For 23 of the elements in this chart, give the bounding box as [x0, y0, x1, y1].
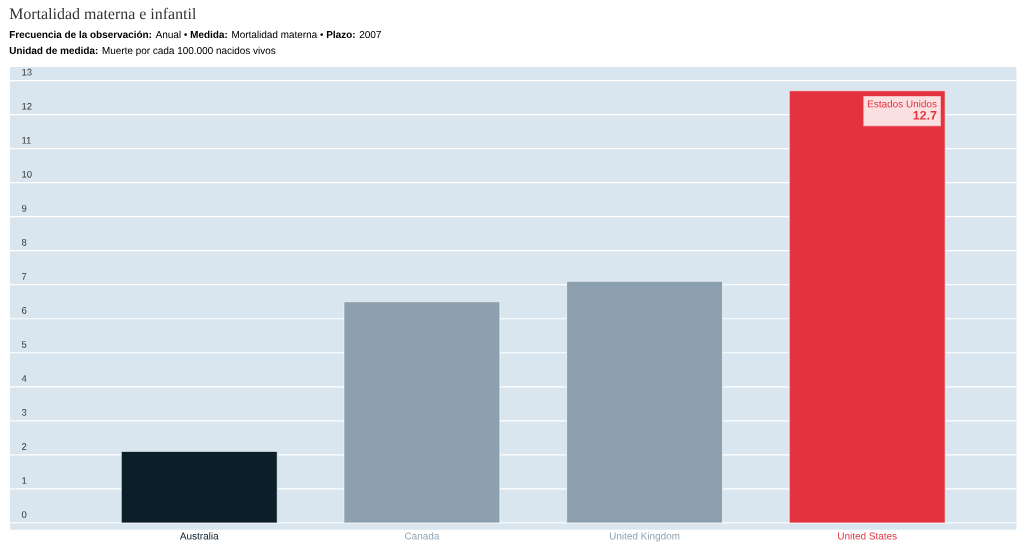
y-tick-label: 6 [22, 307, 27, 314]
y-tick-label: 0 [21, 511, 27, 518]
x-tick-label: United Kingdom [609, 532, 680, 542]
y-tick-label: 2 [21, 443, 27, 450]
chart-title: Mortalidad materna e infantil [9, 7, 197, 20]
x-tick-label: United States [838, 532, 897, 540]
x-tick-label: Canada [404, 532, 440, 540]
y-tick-label: 9 [21, 205, 27, 212]
y-tick-label: 13 [22, 68, 32, 76]
y-tick-label: 4 [21, 375, 27, 382]
data-label: 12.7 [913, 111, 937, 120]
y-tick-label: 10 [22, 171, 32, 178]
y-tick-label: 3 [21, 409, 27, 416]
y-tick-label: 11 [22, 137, 31, 144]
chart-subtitle: Frecuencia de la observación: Anual • Medida: Mortalidad materna • Plazo: 2007 [9, 30, 381, 39]
text: Unidad de medida: Muerte por cada 100.000 nacidos vivos [9, 46, 276, 57]
x-tick-label: Australia [179, 532, 219, 540]
y-tick-label: 7 [22, 273, 27, 280]
y-tick-label: 8 [21, 239, 27, 246]
annotation: Estados Unidos [868, 100, 937, 108]
y-tick-label: 5 [21, 341, 27, 348]
y-tick-label: 1 [22, 477, 27, 484]
y-tick-label: 12 [22, 103, 32, 110]
